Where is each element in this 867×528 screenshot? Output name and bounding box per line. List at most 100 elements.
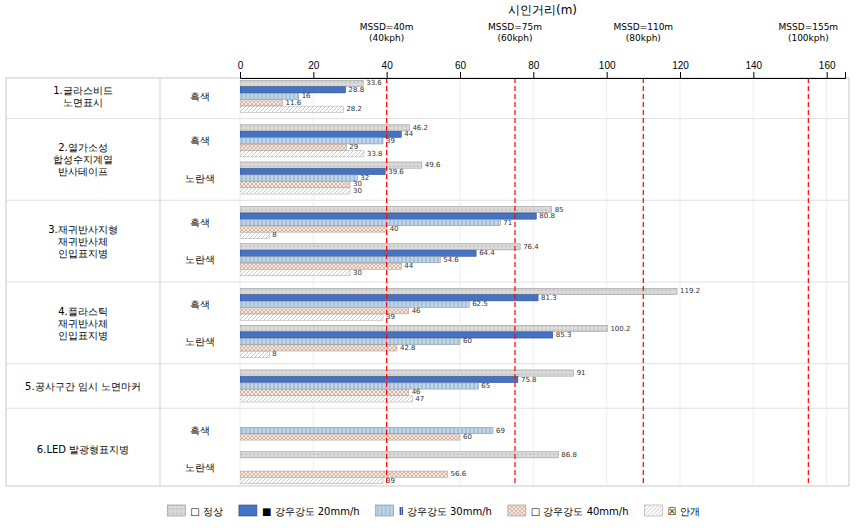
text-line: 2.열가소성 <box>58 142 108 153</box>
data-label: 71 <box>503 219 512 227</box>
text-line: 재귀반사체 <box>58 317 108 328</box>
legend-label: □ 정상 <box>190 506 223 517</box>
data-label: 85 <box>555 206 564 214</box>
group-label: 3.재귀반사지형재귀반사체인입표지병 <box>48 224 118 259</box>
data-label: 80.8 <box>539 212 555 220</box>
tick-mark <box>240 72 241 78</box>
legend-label: ☒ 안개 <box>668 506 700 517</box>
data-label: 75.8 <box>521 376 537 384</box>
legend-item: Ⅱ 강우강도 30mm/h <box>376 505 492 517</box>
bar <box>240 188 350 194</box>
data-label: 28.2 <box>346 105 362 113</box>
tick: 80 <box>528 60 540 78</box>
bar <box>240 308 409 314</box>
tick-label: 120 <box>672 60 689 71</box>
legend-item: □ 강우강도 40mm/h <box>508 505 629 517</box>
legend-item: ☒ 안개 <box>645 505 700 517</box>
data-label: 40 <box>390 225 399 233</box>
tick: 20 <box>308 60 320 78</box>
data-label: 8 <box>272 231 276 239</box>
data-label: 46.2 <box>412 124 428 132</box>
tick: 100 <box>599 60 616 78</box>
bar <box>240 87 346 93</box>
tick: 120 <box>672 60 689 78</box>
bar-series <box>240 87 553 383</box>
data-label: 100.2 <box>610 325 630 333</box>
category-label: 노란색 <box>185 462 215 473</box>
group-separator <box>6 200 849 201</box>
text-line: MSSD=75m <box>488 22 542 32</box>
bar <box>240 151 364 157</box>
reference-line <box>643 78 644 486</box>
axis-line <box>241 72 846 79</box>
data-label: 81.3 <box>541 294 557 302</box>
category-label: 흑색 <box>190 299 210 310</box>
text-line: 인입표지병 <box>58 329 108 340</box>
data-label: 39.6 <box>388 168 404 176</box>
bar <box>240 232 269 238</box>
text-line: 재귀반사체 <box>58 236 108 247</box>
category-label: 노란색 <box>185 336 215 347</box>
tick: 0 <box>238 60 244 78</box>
bar <box>240 131 401 137</box>
data-label: 86.8 <box>561 451 577 459</box>
tick-mark <box>387 72 388 78</box>
tick-mark <box>753 72 754 78</box>
group-label: 2.열가소성합성수지계열반사테이프 <box>53 142 113 177</box>
bar <box>240 478 383 484</box>
tick-label: 160 <box>819 60 836 71</box>
text-line: 1.글라스비드 <box>53 85 113 96</box>
data-label: 42.8 <box>400 344 416 352</box>
bar <box>240 100 283 106</box>
x-axis: 020406080100120140160 <box>238 60 846 79</box>
data-label: 39 <box>386 137 395 145</box>
bar-series <box>240 93 500 433</box>
bar <box>240 452 558 458</box>
data-label: 44 <box>404 262 413 270</box>
legend-swatch <box>239 505 257 516</box>
legend: □ 정상■ 강우강도 20mm/hⅡ 강우강도 30mm/h□ 강우강도 40m… <box>167 505 699 517</box>
bar <box>240 181 350 187</box>
text-line: 4.플라스틱 <box>58 305 108 316</box>
text-line: 6.LED 발광형표지병 <box>37 444 129 455</box>
text-line: MSSD=40m <box>360 22 414 32</box>
legend-item: □ 정상 <box>167 505 223 517</box>
bar <box>240 219 500 225</box>
category-label: 흑색 <box>190 217 210 228</box>
data-label: 8 <box>272 350 276 358</box>
data-label: 33.8 <box>367 150 383 158</box>
data-label: 60 <box>463 433 472 441</box>
group-label: 1.글라스비드노면표시 <box>53 85 113 108</box>
group-label: 5.공사구간 임시 노면마커 <box>25 380 141 391</box>
bar <box>240 138 383 144</box>
data-label: 47 <box>415 395 424 403</box>
tick-mark <box>680 72 681 78</box>
category-label: 흑색 <box>190 425 210 436</box>
text-line: 3.재귀반사지형 <box>48 224 118 235</box>
text-line: MSSD=110m <box>614 22 674 32</box>
reference-line <box>514 78 515 486</box>
chart-svg: 33.646.249.68576.4119.2100.29186.828.844… <box>0 0 867 528</box>
text-line: 노면표시 <box>63 97 103 108</box>
bar <box>240 389 409 395</box>
text-line: (40kph) <box>369 33 404 43</box>
data-label: 49.6 <box>425 161 441 169</box>
category-label: 흑색 <box>190 91 210 102</box>
bar <box>240 314 383 320</box>
legend-swatch <box>645 505 663 516</box>
bar <box>240 427 493 433</box>
category-label: 노란색 <box>185 254 215 265</box>
data-label: 30 <box>353 187 362 195</box>
annotation-label: MSSD=40m(40kph) <box>360 22 414 43</box>
annotation-label: MSSD=110m(80kph) <box>614 22 674 43</box>
data-label: 29 <box>349 143 358 151</box>
category-label: 흑색 <box>190 135 210 146</box>
tick-label: 80 <box>528 60 540 71</box>
data-label: 16 <box>302 92 311 100</box>
bar <box>240 207 552 213</box>
grid-line <box>460 78 461 486</box>
grid-line <box>826 78 827 486</box>
bar <box>240 80 363 86</box>
bar-series <box>240 100 460 478</box>
data-label: 46 <box>412 307 421 315</box>
